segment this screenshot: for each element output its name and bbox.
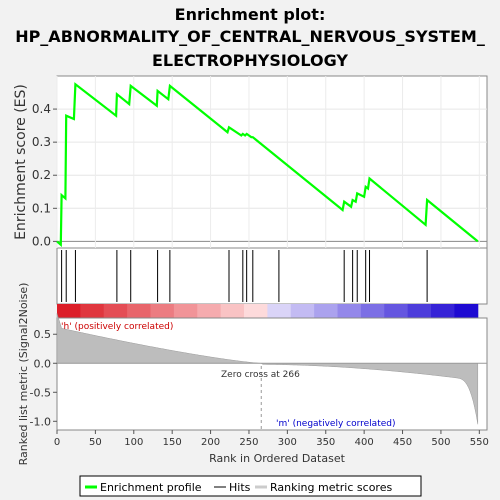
color-bar-segment — [338, 304, 362, 318]
xtick-label: 350 — [316, 437, 335, 448]
legend-label-metric: Ranking metric scores — [270, 481, 392, 494]
xtick-label: 550 — [470, 437, 489, 448]
metric-ytick-label: 0.5 — [34, 328, 52, 341]
chart-title-line-1: Enrichment plot: — [175, 5, 326, 24]
color-bar-segment — [57, 304, 81, 318]
xaxis-label: Rank in Ordered Dataset — [209, 452, 346, 465]
color-bar-segment — [80, 304, 104, 318]
color-bar-segment — [104, 304, 128, 318]
xtick-label: 150 — [163, 437, 182, 448]
positive-correlation-label: 'h' (positively correlated) — [61, 322, 173, 332]
xtick-label: 50 — [89, 437, 102, 448]
metric-ytick-label: -1.0 — [30, 415, 51, 428]
es-ytick-label: 0.2 — [32, 168, 51, 182]
color-bar-segment — [361, 304, 385, 318]
zero-cross-label: Zero cross at 266 — [221, 370, 300, 380]
xtick-label: 100 — [124, 437, 143, 448]
color-bar-segment — [127, 304, 151, 318]
color-bar-segment — [221, 304, 245, 318]
negative-correlation-label: 'm' (negatively correlated) — [276, 419, 395, 429]
color-bar-segment — [314, 304, 338, 318]
color-bar-segment — [384, 304, 408, 318]
color-bar-segment — [267, 304, 291, 318]
color-bar-segment — [197, 304, 221, 318]
metric-ytick-label: -0.5 — [30, 386, 51, 399]
color-bar-segment — [291, 304, 315, 318]
legend-label-enrichment: Enrichment profile — [100, 481, 202, 494]
xtick-label: 500 — [431, 437, 450, 448]
color-bar-segment — [408, 304, 432, 318]
xtick-label: 450 — [393, 437, 412, 448]
es-ylabel: Enrichment score (ES) — [13, 84, 29, 240]
legend-label-hits: Hits — [229, 481, 251, 494]
metric-ytick-label: 0.0 — [34, 357, 52, 370]
es-ytick-label: 0.1 — [32, 201, 51, 215]
es-ytick-label: 0.4 — [32, 102, 51, 116]
metric-ylabel: Ranked list metric (Signal2Noise) — [17, 283, 30, 466]
xtick-label: 0 — [54, 437, 60, 448]
xtick-label: 300 — [278, 437, 297, 448]
xtick-label: 200 — [201, 437, 220, 448]
chart-title-line-3: ELECTROPHYSIOLOGY — [152, 51, 348, 70]
color-bar-segment — [454, 304, 478, 318]
es-ytick-label: 0.3 — [32, 135, 51, 149]
color-bar-segment — [151, 304, 175, 318]
legend: Enrichment profile Hits Ranking metric s… — [80, 476, 421, 496]
xtick-label: 250 — [239, 437, 258, 448]
chart-title-line-2: HP_ABNORMALITY_OF_CENTRAL_NERVOUS_SYSTEM… — [15, 27, 485, 46]
correlation-color-bar — [57, 304, 478, 318]
xtick-label: 400 — [355, 437, 374, 448]
es-ytick-label: 0.0 — [32, 234, 51, 248]
hits-panel — [57, 248, 487, 304]
color-bar-segment — [244, 304, 268, 318]
color-bar-segment — [174, 304, 198, 318]
color-bar-segment — [431, 304, 455, 318]
